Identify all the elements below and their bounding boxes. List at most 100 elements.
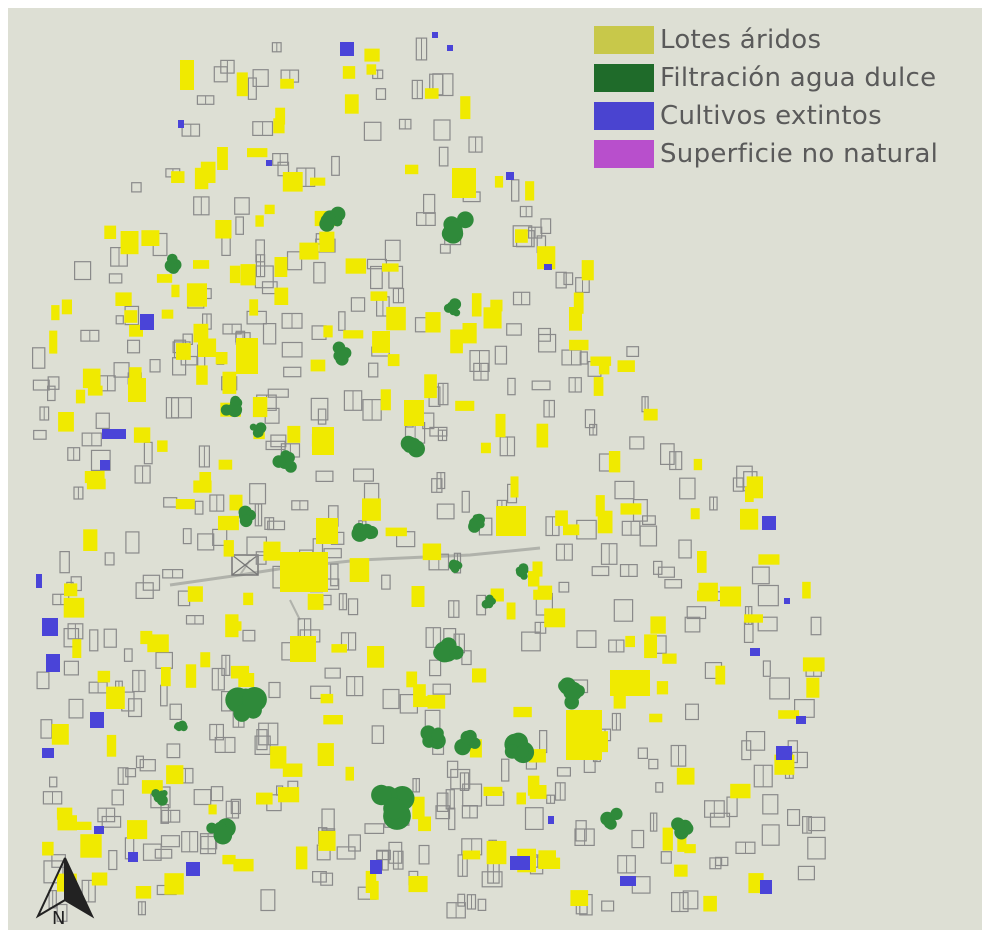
arid-lot — [215, 220, 232, 239]
arid-lot — [802, 657, 825, 672]
freshwater-blob — [472, 514, 481, 522]
arid-lot — [366, 64, 377, 75]
building-outline — [135, 755, 145, 769]
arid-lot — [323, 715, 343, 725]
building-outline — [584, 409, 596, 429]
arid-lot — [693, 458, 703, 471]
building-outline — [575, 820, 587, 842]
building-outline — [637, 747, 648, 759]
arid-lot — [233, 858, 254, 872]
arid-lot — [494, 176, 504, 188]
building-outline — [614, 480, 635, 500]
building-outline — [438, 146, 449, 167]
arid-lot — [608, 451, 621, 473]
building-outline — [537, 333, 557, 353]
building-outline — [432, 683, 452, 695]
building-outline — [213, 66, 228, 83]
arid-lot — [598, 731, 608, 753]
building-outline — [684, 616, 701, 633]
building-outline — [95, 412, 110, 430]
arid-lot — [802, 581, 811, 599]
building-outline — [461, 650, 472, 666]
arid-lot — [64, 583, 78, 597]
building-outline — [652, 560, 663, 575]
arid-lot — [690, 508, 700, 520]
freshwater-blob — [456, 211, 474, 229]
arid-lot — [570, 890, 589, 906]
arid-lot — [318, 830, 336, 851]
building-outline — [142, 843, 162, 861]
arid-lot — [684, 844, 696, 854]
freshwater-blob — [239, 514, 253, 528]
arid-lot — [423, 696, 440, 707]
freshwater-area — [206, 818, 236, 845]
freshwater-blob — [383, 797, 405, 820]
building-outline — [108, 849, 118, 871]
arid-lot — [186, 283, 207, 307]
arid-lot — [525, 181, 535, 201]
building-outline — [639, 525, 658, 547]
arid-lot — [538, 850, 556, 869]
building-outline — [660, 851, 672, 864]
arid-lot — [51, 305, 60, 321]
arid-lot — [274, 257, 288, 277]
freshwater-blob — [249, 423, 257, 431]
building-outline — [336, 846, 356, 860]
freshwater-blob — [408, 438, 421, 450]
legend-swatch-arid-lots — [594, 26, 654, 54]
freshwater-blob — [610, 807, 623, 821]
arid-lot — [532, 561, 543, 577]
arid-lot — [63, 597, 85, 618]
building-outline — [370, 265, 383, 290]
arid-lot — [295, 846, 308, 870]
arid-lot — [135, 886, 152, 899]
arid-lot — [344, 94, 359, 114]
arid-lot — [58, 412, 74, 432]
arid-lot — [282, 172, 303, 192]
arid-lot — [620, 503, 642, 515]
building-outline — [210, 786, 224, 802]
arid-lot — [240, 264, 256, 286]
arid-lot — [343, 330, 364, 339]
freshwater-area — [454, 729, 481, 756]
freshwater-area — [448, 559, 463, 573]
building-outline — [757, 584, 779, 607]
building-outline — [111, 789, 124, 806]
arid-lot — [644, 634, 657, 659]
building-outline — [751, 566, 770, 585]
building-outline — [171, 397, 193, 419]
freshwater-area — [468, 513, 486, 533]
arid-lot — [806, 677, 820, 698]
building-outline — [810, 616, 822, 636]
building-outline — [312, 870, 327, 883]
arid-lot — [317, 743, 334, 766]
building-outline — [197, 533, 215, 551]
arid-lot — [730, 783, 751, 799]
arid-lot — [486, 840, 507, 865]
building-outline — [629, 436, 645, 450]
freshwater-area — [433, 637, 464, 663]
building-outline — [601, 900, 615, 912]
building-outline — [732, 477, 744, 492]
building-outline — [353, 468, 375, 482]
freshwater-blob — [272, 455, 286, 468]
building-outline — [556, 767, 571, 777]
legend-item-non-natural: Superficie no natural — [594, 136, 980, 174]
arid-lot — [161, 667, 171, 687]
building-outline — [679, 477, 696, 500]
building-outline — [761, 824, 780, 846]
freshwater-blob — [213, 825, 233, 845]
freshwater-area — [225, 687, 267, 722]
building-outline — [265, 440, 286, 451]
building-outline — [32, 379, 50, 391]
arid-lot — [331, 644, 347, 653]
building-outline — [73, 261, 92, 281]
arid-lot — [495, 413, 506, 438]
building-outline — [477, 898, 487, 911]
arid-lot — [140, 630, 153, 645]
arid-lot — [76, 821, 92, 830]
building-outline — [313, 261, 326, 284]
legend-label-arid-lots: Lotes áridos — [660, 25, 822, 55]
arid-lot — [42, 841, 54, 856]
arid-lot — [408, 876, 428, 893]
